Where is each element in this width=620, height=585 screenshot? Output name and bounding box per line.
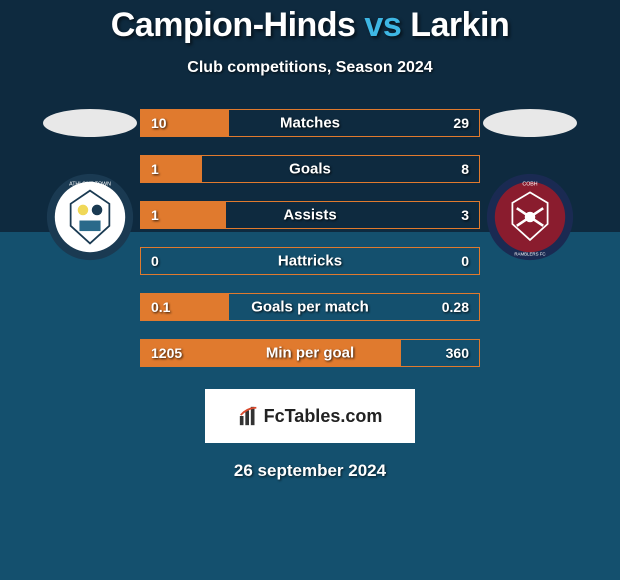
title-left-name: Campion-Hinds [111,6,356,44]
right-player-ellipse [483,109,577,137]
left-player-column: ATHLONE TOWN [40,109,140,367]
title-right-name: Larkin [410,6,509,44]
svg-text:ATHLONE TOWN: ATHLONE TOWN [69,181,111,187]
stat-row-matches: 1029Matches [140,109,480,137]
stat-label: Hattricks [141,253,479,270]
fctables-icon [238,405,260,427]
title-vs: vs [364,6,401,44]
stat-bars: 1029Matches 18Goals 13Assists 00Hattricks 0.… [140,109,480,367]
page-title: Campion-Hinds vs Larkin [0,0,620,45]
subtitle: Club competitions, Season 2024 [0,59,620,77]
stat-label: Matches [141,115,479,132]
right-player-column: COBH RAMBLERS FC [480,109,580,367]
comparison-main: ATHLONE TOWN 1029Matches 18Goals 13Assists… [0,109,620,367]
stat-label: Min per goal [141,345,479,362]
stat-row-goals: 18Goals [140,155,480,183]
left-club-crest: ATHLONE TOWN [46,173,134,261]
right-club-crest: COBH RAMBLERS FC [486,173,574,261]
svg-text:RAMBLERS FC: RAMBLERS FC [514,252,545,257]
stat-row-goals-per-match: 0.10.28Goals per match [140,293,480,321]
stat-label: Goals [141,161,479,178]
watermark-text: FcTables.com [264,406,383,427]
stat-row-assists: 13Assists [140,201,480,229]
watermark: FcTables.com [205,389,415,443]
stat-row-hattricks: 00Hattricks [140,247,480,275]
stat-label: Assists [141,207,479,224]
date-label: 26 september 2024 [0,461,620,481]
stat-label: Goals per match [141,299,479,316]
left-player-ellipse [43,109,137,137]
svg-text:COBH: COBH [522,181,537,187]
stat-row-min-per-goal: 1205360Min per goal [140,339,480,367]
